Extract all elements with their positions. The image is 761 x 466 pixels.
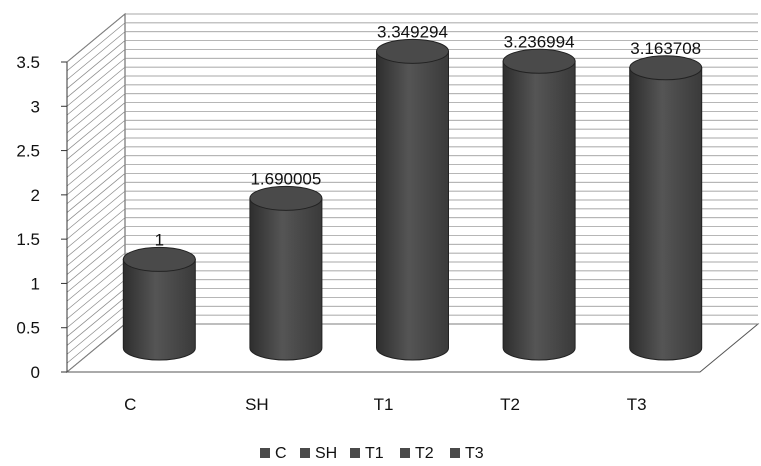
legend-label: SH <box>315 445 337 462</box>
y-tick-label: 3 <box>31 97 40 116</box>
gridline-side <box>66 297 126 346</box>
x-tick-label: T2 <box>500 395 520 414</box>
bar-top <box>249 185 323 211</box>
legend: C SH T1 T2 T3 <box>260 445 484 462</box>
x-tick-label: T1 <box>374 395 394 414</box>
data-labels: 1 1.690005 3.349294 3.236994 3.163708 <box>155 22 702 249</box>
gridline-side <box>66 40 126 89</box>
gridline-side <box>66 128 126 178</box>
data-label: 3.349294 <box>377 22 448 41</box>
legend-item-T3: T3 <box>450 445 484 462</box>
gridline-side <box>66 208 126 258</box>
bars <box>122 38 703 361</box>
legend-swatch <box>350 448 360 458</box>
bar-body <box>502 60 576 361</box>
gridline-side <box>66 235 126 284</box>
data-label: 3.163708 <box>630 39 701 58</box>
gridline-side <box>66 58 126 107</box>
legend-swatch <box>260 448 270 458</box>
gridline-side <box>66 244 126 293</box>
x-tick-label: C <box>124 395 136 414</box>
legend-label: T2 <box>415 445 434 462</box>
gridline-side <box>66 217 126 266</box>
gridline-side <box>66 314 126 364</box>
gridline-side <box>66 22 126 72</box>
bar-T3 <box>629 55 703 361</box>
legend-swatch <box>450 448 460 458</box>
gridline-side <box>66 306 126 355</box>
gridline-side <box>66 75 126 125</box>
bar-T2 <box>502 48 576 361</box>
gridline-side <box>66 120 126 169</box>
gridline-side <box>66 84 126 134</box>
gridline-side <box>66 93 126 142</box>
bar-SH <box>249 185 323 361</box>
gridline-side <box>66 164 126 213</box>
bar-top <box>122 246 196 272</box>
y-axis: 0 0.5 1 1.5 2 2.5 3 3.5 <box>16 53 68 382</box>
legend-swatch <box>300 448 310 458</box>
x-tick-label: SH <box>245 395 269 414</box>
gridline-side <box>66 111 126 160</box>
bar-top <box>629 55 703 81</box>
bar-body <box>629 67 703 361</box>
bar-top <box>502 48 576 74</box>
gridline-side <box>66 190 126 240</box>
legend-item-SH: SH <box>300 445 337 462</box>
side-wall <box>66 12 126 374</box>
legend-swatch <box>400 448 410 458</box>
bar-top <box>376 38 449 64</box>
gridline-side <box>66 49 126 98</box>
y-tick-label: 2.5 <box>16 142 40 161</box>
gridline-side <box>66 270 126 320</box>
legend-label: T1 <box>365 445 384 462</box>
gridline-side <box>66 31 126 80</box>
gridline-side <box>66 323 126 373</box>
y-tick-label: 1.5 <box>16 230 40 249</box>
gridline-side <box>66 173 126 222</box>
legend-label: C <box>275 445 287 462</box>
y-tick-label: 2 <box>31 186 40 205</box>
x-tick-label: T3 <box>627 395 647 414</box>
data-label: 1.690005 <box>250 169 321 188</box>
legend-item-T2: T2 <box>400 445 434 462</box>
gridline-side <box>66 13 126 63</box>
gridline-side <box>66 102 126 151</box>
legend-item-C: C <box>260 445 287 462</box>
data-label: 1 <box>155 230 164 249</box>
gridline-side <box>66 226 126 275</box>
x-axis: C SH T1 T2 T3 <box>124 395 646 414</box>
bar-T1 <box>376 38 449 361</box>
gridline-side <box>66 252 126 302</box>
bar-body <box>122 258 196 361</box>
legend-item-T1: T1 <box>350 445 384 462</box>
gridline-side <box>66 261 126 311</box>
gridline-side <box>66 182 126 231</box>
y-tick-label: 3.5 <box>16 53 40 72</box>
gridline-side <box>66 146 126 196</box>
y-tick-label: 0.5 <box>16 319 40 338</box>
gridline-side <box>66 66 126 116</box>
bar-C <box>122 246 196 361</box>
y-tick-label: 1 <box>31 274 40 293</box>
gridline-side <box>66 279 126 328</box>
gridline-side <box>66 288 126 337</box>
legend-label: T3 <box>465 445 484 462</box>
y-tick-label: 0 <box>31 363 40 382</box>
bar-body <box>249 197 323 361</box>
gridline-side <box>66 137 126 187</box>
bar-body <box>376 50 449 361</box>
gridline-side <box>66 199 126 249</box>
gridline-side <box>66 155 126 204</box>
data-label: 3.236994 <box>504 32 575 51</box>
